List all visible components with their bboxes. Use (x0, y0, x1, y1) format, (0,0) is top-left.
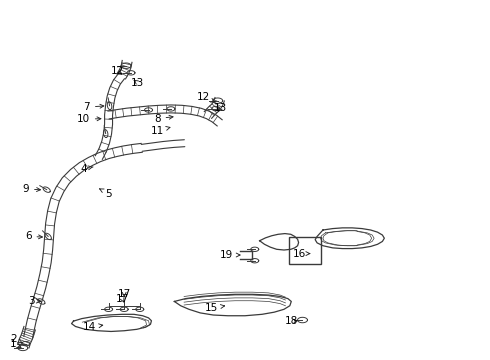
Text: 16: 16 (293, 249, 310, 258)
Text: 4: 4 (81, 163, 93, 174)
Text: 1: 1 (10, 339, 21, 348)
Text: 8: 8 (154, 113, 173, 123)
Text: 12: 12 (197, 92, 216, 102)
Text: 17: 17 (118, 289, 131, 298)
Text: 13: 13 (131, 78, 145, 88)
Text: 7: 7 (83, 102, 104, 112)
Text: 19: 19 (220, 250, 240, 260)
Bar (289, 237, 320, 264)
Text: 6: 6 (25, 231, 43, 242)
Text: 10: 10 (76, 114, 101, 124)
Text: 2: 2 (10, 334, 22, 343)
Text: 17: 17 (116, 294, 129, 303)
Text: 3: 3 (28, 296, 41, 306)
Text: 12: 12 (111, 66, 124, 76)
Text: 5: 5 (99, 189, 112, 199)
Text: 9: 9 (23, 184, 41, 194)
Text: 18: 18 (285, 316, 298, 327)
Text: 14: 14 (82, 322, 103, 332)
Text: 15: 15 (205, 303, 224, 313)
Text: 13: 13 (214, 103, 227, 113)
Text: 11: 11 (151, 126, 170, 136)
